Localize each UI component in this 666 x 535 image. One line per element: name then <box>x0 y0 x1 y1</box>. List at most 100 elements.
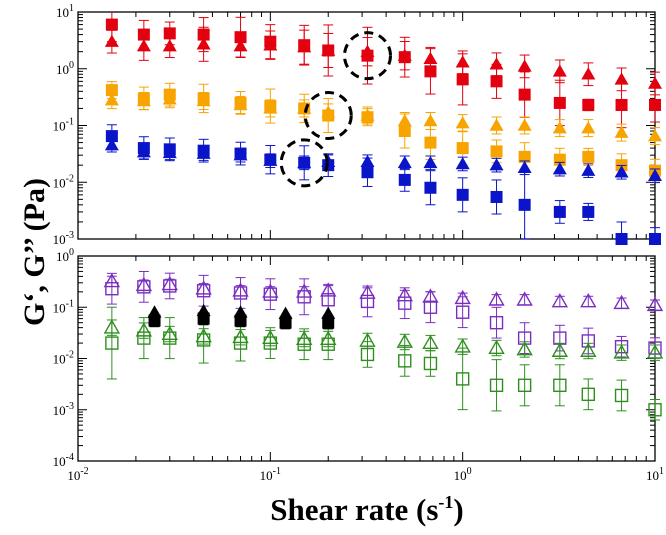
data-point-square <box>456 142 469 155</box>
data-point-triangle <box>161 325 178 340</box>
y-tick-label-base: 10 <box>56 5 69 20</box>
data-point-triangle <box>516 341 533 356</box>
data-point-triangle <box>233 97 248 111</box>
data-point-square <box>456 73 469 86</box>
data-point-triangle <box>552 162 567 175</box>
data-point-triangle <box>233 148 248 161</box>
data-point-triangle <box>161 275 178 291</box>
data-point-triangle <box>581 121 596 134</box>
x-tick-label: 101 <box>646 466 664 483</box>
data-point-square <box>490 190 503 203</box>
data-point-triangle <box>321 306 336 319</box>
y-tick-label: 10-3 <box>53 401 74 418</box>
data-point-triangle <box>135 276 153 292</box>
data-point-triangle <box>552 121 567 134</box>
data-point-triangle <box>614 72 629 85</box>
data-point-triangle <box>489 57 504 70</box>
data-point-triangle <box>263 153 278 166</box>
data-point-square <box>163 27 176 40</box>
x-axis-label-close: ) <box>453 492 463 527</box>
y-tick-label: 10-3 <box>53 230 74 247</box>
data-point-square <box>105 336 119 350</box>
data-point-triangle <box>455 156 470 170</box>
data-point-square <box>490 75 503 88</box>
x-tick-label-exponent: 0 <box>467 466 472 477</box>
data-point-triangle <box>648 76 662 89</box>
data-point-triangle <box>297 101 312 114</box>
data-point-triangle <box>262 329 279 345</box>
data-point-triangle <box>517 59 532 72</box>
data-point-triangle <box>136 145 151 158</box>
y-tick-label: 10-1 <box>53 117 74 134</box>
data-point-triangle <box>396 333 413 348</box>
data-point-triangle <box>196 146 211 159</box>
x-tick-label-base: 10 <box>646 468 659 483</box>
data-point-triangle <box>232 328 249 344</box>
data-point-triangle <box>360 108 375 121</box>
data-point-triangle <box>278 306 293 319</box>
y-tick-label-exponent: -1 <box>66 117 74 128</box>
data-point-triangle <box>321 43 336 56</box>
data-point-triangle <box>581 163 596 176</box>
y-tick-label-exponent: -2 <box>66 173 74 184</box>
data-point-triangle <box>233 305 248 318</box>
data-point-triangle <box>136 94 151 107</box>
data-point-triangle <box>648 129 662 142</box>
data-point-triangle <box>104 34 119 47</box>
data-point-square <box>649 98 661 111</box>
data-point-triangle <box>423 114 438 127</box>
data-point-triangle <box>196 303 211 317</box>
data-point-triangle <box>455 55 470 68</box>
dashed-circle-annotation <box>342 31 392 81</box>
x-tick-label: 100 <box>454 466 472 483</box>
data-point-square <box>489 378 504 392</box>
y-tick-label-base: 10 <box>53 175 66 190</box>
x-tick-label: 10-1 <box>260 466 281 483</box>
y-tick-label-base: 10 <box>53 352 66 367</box>
data-point-triangle <box>135 322 153 337</box>
data-point-triangle <box>297 155 312 169</box>
x-tick-label: 10-2 <box>67 466 88 483</box>
y-tick-label-exponent: 1 <box>69 3 74 14</box>
data-point-triangle <box>517 160 532 174</box>
data-point-triangle <box>263 38 278 51</box>
y-tick-label-base: 10 <box>53 232 66 247</box>
data-point-triangle <box>614 125 629 138</box>
data-point-square <box>490 145 503 158</box>
data-point-square <box>456 188 469 201</box>
data-point-square <box>322 316 335 329</box>
y-tick-label: 100 <box>56 247 74 264</box>
y-tick-label-base: 10 <box>56 249 69 264</box>
data-point-square <box>614 388 629 403</box>
y-tick-label-base: 10 <box>53 403 66 418</box>
data-point-triangle <box>104 138 119 151</box>
data-point-triangle <box>455 116 470 129</box>
y-tick-label: 10-4 <box>53 452 74 469</box>
data-point-triangle <box>195 280 212 295</box>
y-tick-label-base: 10 <box>53 119 66 134</box>
bottom-marks <box>103 270 664 421</box>
data-point-square <box>361 166 374 179</box>
data-point-triangle <box>489 118 504 131</box>
data-point-triangle <box>295 330 313 345</box>
data-point-triangle <box>552 64 567 77</box>
data-point-triangle <box>196 37 211 50</box>
data-point-triangle <box>551 292 569 308</box>
data-point-square <box>648 403 662 417</box>
data-point-square <box>517 378 532 392</box>
y-tick-label-base: 10 <box>53 454 66 469</box>
data-point-square <box>553 205 566 218</box>
data-point-triangle <box>263 101 278 114</box>
data-point-triangle <box>580 342 597 357</box>
data-point-triangle <box>195 327 212 343</box>
data-point-square <box>518 88 531 101</box>
data-point-square <box>105 84 118 97</box>
y-tick-label-exponent: 0 <box>69 247 74 258</box>
x-axis-label-exponent: -1 <box>438 492 453 512</box>
dashed-circle-annotation <box>303 91 353 141</box>
data-point-triangle <box>196 94 211 107</box>
